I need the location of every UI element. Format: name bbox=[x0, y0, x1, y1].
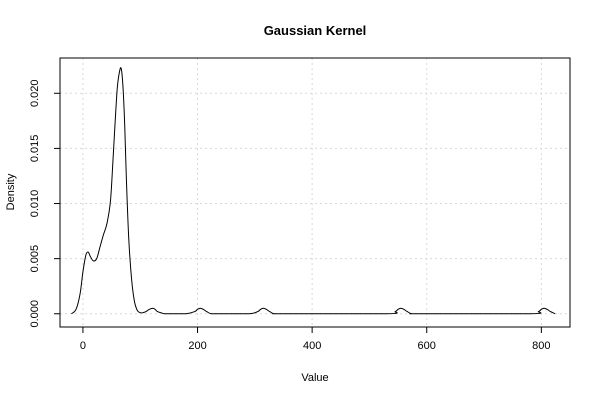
x-tick-label: 0 bbox=[80, 340, 86, 352]
y-tick-label: 0.000 bbox=[29, 300, 41, 328]
density-curve bbox=[71, 67, 556, 315]
y-tick-label: 0.010 bbox=[29, 190, 41, 218]
grid bbox=[60, 58, 570, 327]
x-tick-label: 800 bbox=[532, 340, 550, 352]
x-axis-label: Value bbox=[301, 372, 328, 384]
x-tick-label: 600 bbox=[418, 340, 436, 352]
y-axis-label: Density bbox=[5, 173, 17, 210]
plot-box bbox=[59, 57, 571, 328]
y-tick-label: 0.005 bbox=[29, 245, 41, 273]
x-tick-label: 400 bbox=[303, 340, 321, 352]
y-tick-label: 0.015 bbox=[29, 135, 41, 163]
x-axis: 0 200 400 600 800 bbox=[80, 326, 551, 352]
x-tick-label: 200 bbox=[188, 340, 206, 352]
chart-title: Gaussian Kernel bbox=[264, 23, 367, 38]
y-tick-label: 0.020 bbox=[29, 80, 41, 108]
y-axis: 0.000 0.005 0.010 0.015 0.020 bbox=[29, 80, 61, 328]
